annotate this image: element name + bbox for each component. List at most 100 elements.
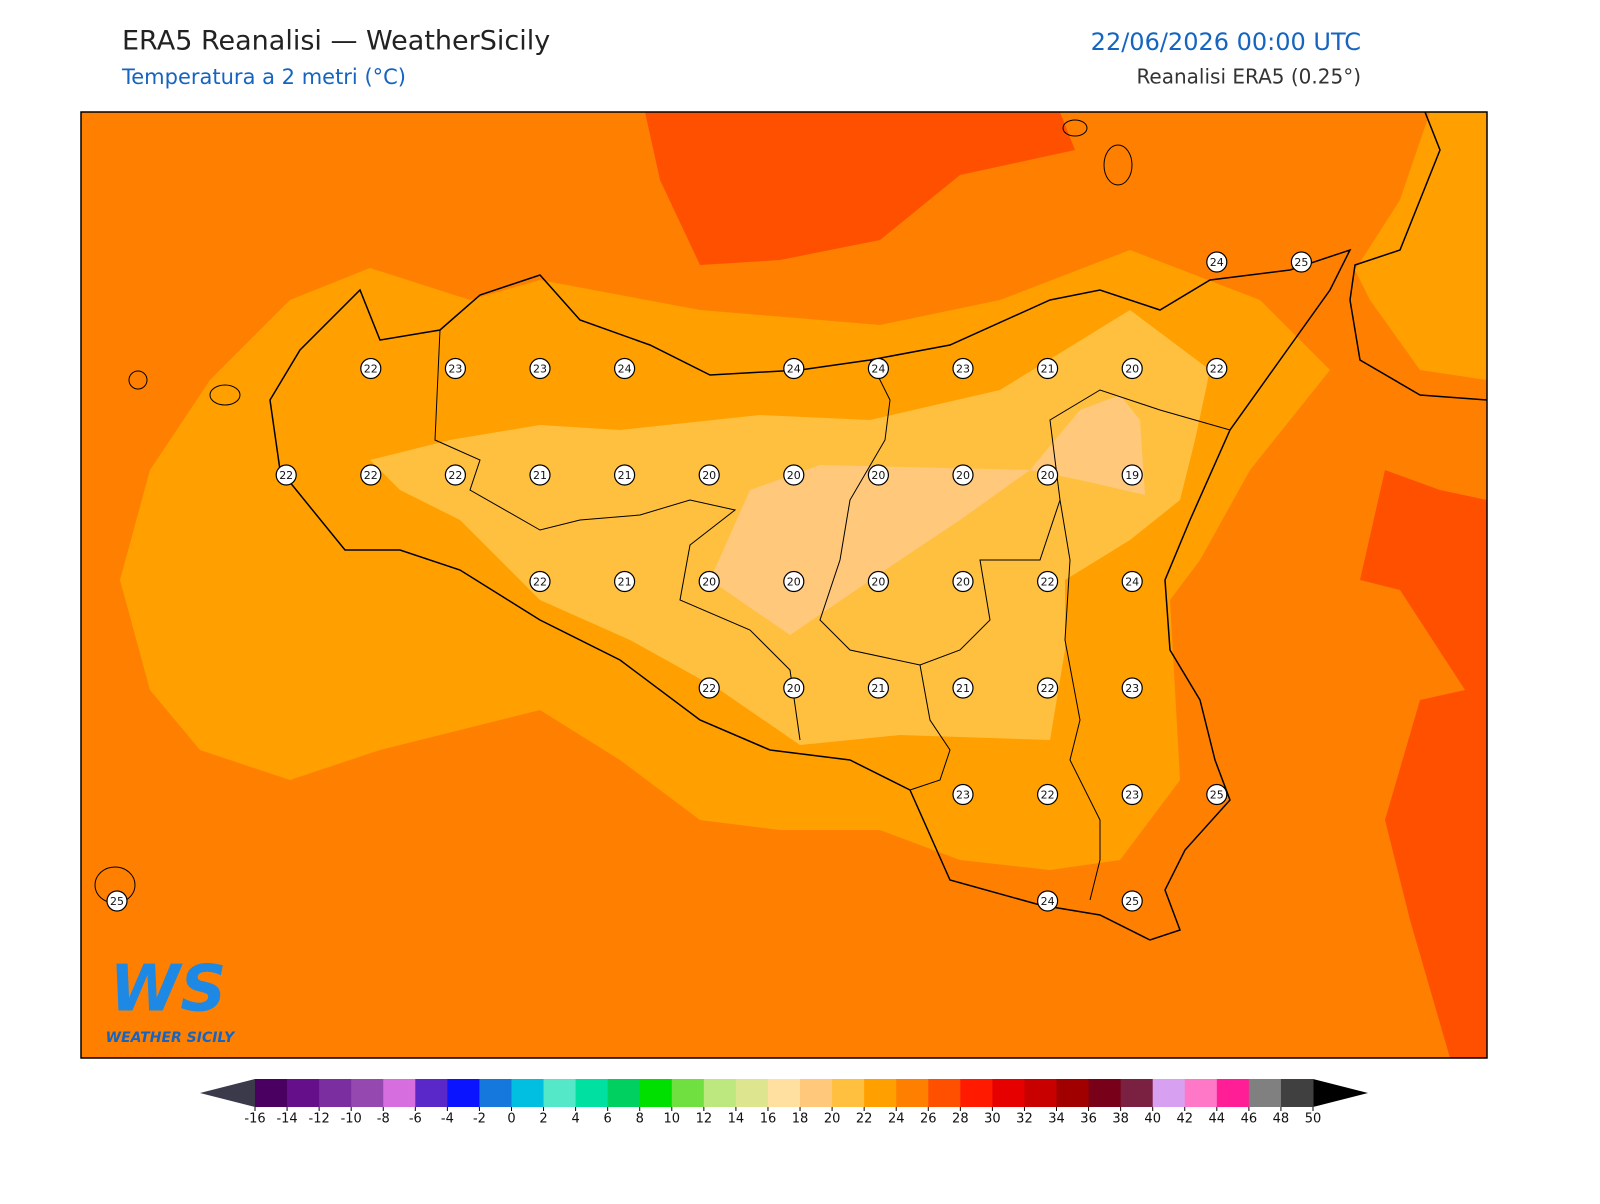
province-border: [1059, 499, 1101, 901]
colorbar-segment: [832, 1079, 865, 1107]
station-value: 21: [618, 576, 632, 589]
colorbar-label: 22: [856, 1112, 873, 1127]
station-value: 23: [956, 789, 970, 802]
station-value: 24: [1210, 256, 1224, 269]
colorbar-label: 32: [1016, 1112, 1033, 1127]
colorbar-label: -4: [441, 1112, 454, 1127]
zone: [710, 395, 1145, 635]
colorbar-segment: [1248, 1079, 1282, 1107]
station-value: 22: [702, 682, 716, 695]
station-value: 22: [533, 576, 547, 589]
colorbar-segment: [351, 1079, 384, 1107]
station-value: 20: [1125, 363, 1139, 376]
colorbar-label: -16: [244, 1112, 265, 1127]
colorbar-segment: [960, 1079, 993, 1107]
colorbar-label: -14: [276, 1112, 297, 1127]
station-value: 21: [618, 469, 632, 482]
coastline: [1349, 112, 1487, 401]
colorbar-label: 30: [984, 1112, 1001, 1127]
station-marker: [1121, 464, 1143, 486]
station-marker: [783, 357, 805, 380]
colorbar-segment: [255, 1079, 288, 1107]
colorbar-segment: [1024, 1079, 1058, 1107]
colorbar-label: 44: [1209, 1112, 1226, 1127]
colorbar-segment: [671, 1079, 705, 1107]
colorbar-label: 12: [696, 1112, 713, 1127]
station-marker: [1036, 783, 1059, 806]
station-marker: [698, 464, 720, 486]
station-value: 20: [787, 576, 801, 589]
colorbar-segment: [607, 1079, 641, 1107]
colorbar-label: 34: [1048, 1112, 1065, 1127]
station-marker: [1206, 251, 1228, 273]
colorbar-label: -2: [473, 1112, 486, 1127]
station-value: 23: [448, 363, 462, 376]
station-marker: [952, 357, 974, 380]
station-marker: [698, 677, 720, 699]
colorbar-label: -6: [409, 1112, 422, 1127]
station-value: 22: [1041, 576, 1055, 589]
station-value: 22: [364, 363, 378, 376]
station-value: 24: [1125, 576, 1139, 589]
station-value: 20: [702, 469, 716, 482]
station-marker: [275, 464, 297, 486]
station-marker: [444, 357, 466, 380]
station-marker: [1121, 357, 1143, 380]
station-value: 25: [110, 895, 124, 908]
station-marker: [698, 570, 720, 593]
station-value: 20: [956, 469, 970, 482]
colorbar-segment: [1184, 1079, 1218, 1107]
station-marker: [1036, 570, 1059, 593]
province-border: [434, 329, 801, 741]
colorbar-label: 0: [507, 1112, 515, 1127]
station-value: 25: [1294, 256, 1308, 269]
station-value: 22: [364, 469, 378, 482]
station-marker: [952, 570, 974, 593]
colorbar-label: 14: [728, 1112, 745, 1127]
colorbar-label: 48: [1273, 1112, 1290, 1127]
province-border: [819, 359, 1231, 666]
island: [128, 370, 148, 390]
colorbar-label: 2: [539, 1112, 547, 1127]
station-value: 21: [1041, 363, 1055, 376]
colorbar-label: 42: [1176, 1112, 1193, 1127]
station-value: 20: [871, 469, 885, 482]
colorbar-segment: [767, 1079, 801, 1107]
colorbar-segment: [1152, 1079, 1186, 1107]
station-marker: [1121, 890, 1143, 912]
station-marker: [952, 783, 974, 806]
colorbar-segment: [735, 1079, 769, 1107]
station-value: 20: [871, 576, 885, 589]
colorbar-segment: [511, 1079, 545, 1107]
station-marker: [1036, 357, 1059, 380]
station-value: 25: [1125, 895, 1139, 908]
station-marker: [952, 677, 974, 699]
station-marker: [1121, 570, 1143, 593]
map: [81, 112, 1487, 1058]
station-value: 21: [533, 469, 547, 482]
station-marker: [613, 464, 636, 486]
colorbar-label: 18: [792, 1112, 809, 1127]
colorbar-segment: [1280, 1079, 1314, 1107]
station-marker: [529, 570, 551, 593]
station-marker: [1121, 677, 1143, 699]
colorbar-label: -10: [341, 1112, 362, 1127]
zone: [645, 112, 1075, 265]
station-value: 25: [1210, 789, 1224, 802]
station-value: 24: [618, 363, 632, 376]
station-marker: [360, 464, 382, 486]
colorbar-label: 24: [888, 1112, 905, 1127]
colorbar-label: 26: [920, 1112, 937, 1127]
map-frame: [80, 111, 1488, 1059]
station-marker: [360, 357, 382, 380]
colorbar-segment: [1120, 1079, 1154, 1107]
station-marker: [1036, 890, 1059, 912]
station-value: 20: [956, 576, 970, 589]
colorbar-label: 4: [571, 1112, 579, 1127]
station-value: 23: [533, 363, 547, 376]
station-marker: [613, 570, 636, 593]
station-marker: [444, 464, 466, 486]
station-marker: [952, 464, 974, 486]
station-value: 22: [1210, 363, 1224, 376]
